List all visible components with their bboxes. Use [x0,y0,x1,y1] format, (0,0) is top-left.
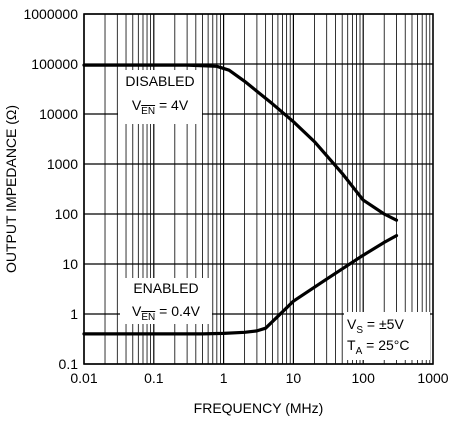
y-tick-label: 0.1 [59,356,79,372]
disabled-v-symbol: V [132,97,142,113]
ta-symbol: T [347,337,356,353]
disabled-en-subscript: EN [141,106,155,117]
y-tick-label: 100000 [31,56,78,72]
y-tick-label: 10 [62,256,78,272]
supply-voltage-condition: VS = ±5V [347,316,404,336]
y-tick-label: 1000 [47,156,78,172]
enabled-annotation: ENABLED VEN = 0.4V [120,278,212,324]
x-tick-label: 10 [286,370,302,386]
y-tick-label: 1000000 [23,6,78,22]
x-tick-label: 1000 [417,370,448,386]
y-tick-label: 10000 [39,106,78,122]
plot-frame [83,13,434,365]
x-tick-label: 0.1 [144,370,164,386]
x-axis-title: FREQUENCY (MHz) [194,400,324,416]
x-tick-label: 100 [352,370,376,386]
enabled-en-subscript: EN [141,312,155,323]
ta-subscript: A [356,346,363,357]
tick-labels: 0.01 0.1 1 10 100 10000.111010010001000010000… [23,6,448,386]
enabled-impedance-curve [82,234,399,336]
vs-value: = ±5V [363,316,404,332]
conditions-annotation: VS = ±5V TA = 25°C [344,312,430,360]
x-tick-label: 1 [220,370,228,386]
vs-symbol: V [347,316,357,332]
enabled-v-symbol: V [132,303,142,319]
vs-subscript: S [356,325,363,336]
curves [82,63,399,336]
x-tick-label: 0.01 [70,370,97,386]
disabled-voltage: = 4V [155,97,189,113]
enabled-voltage: = 0.4V [155,303,200,319]
y-axis-title: OUTPUT IMPEDANCE (Ω) [3,105,19,273]
temperature-condition: TA = 25°C [347,337,409,357]
ta-value: = 25°C [362,337,409,353]
disabled-impedance-curve [82,63,399,222]
disabled-condition: VEN = 4V [132,97,189,117]
enabled-label: ENABLED [133,280,198,296]
y-tick-label: 100 [55,206,79,222]
y-tick-label: 1 [70,306,78,322]
disabled-label: DISABLED [125,73,194,89]
disabled-annotation: DISABLED VEN = 4V [118,70,202,124]
enabled-condition: VEN = 0.4V [132,303,201,323]
